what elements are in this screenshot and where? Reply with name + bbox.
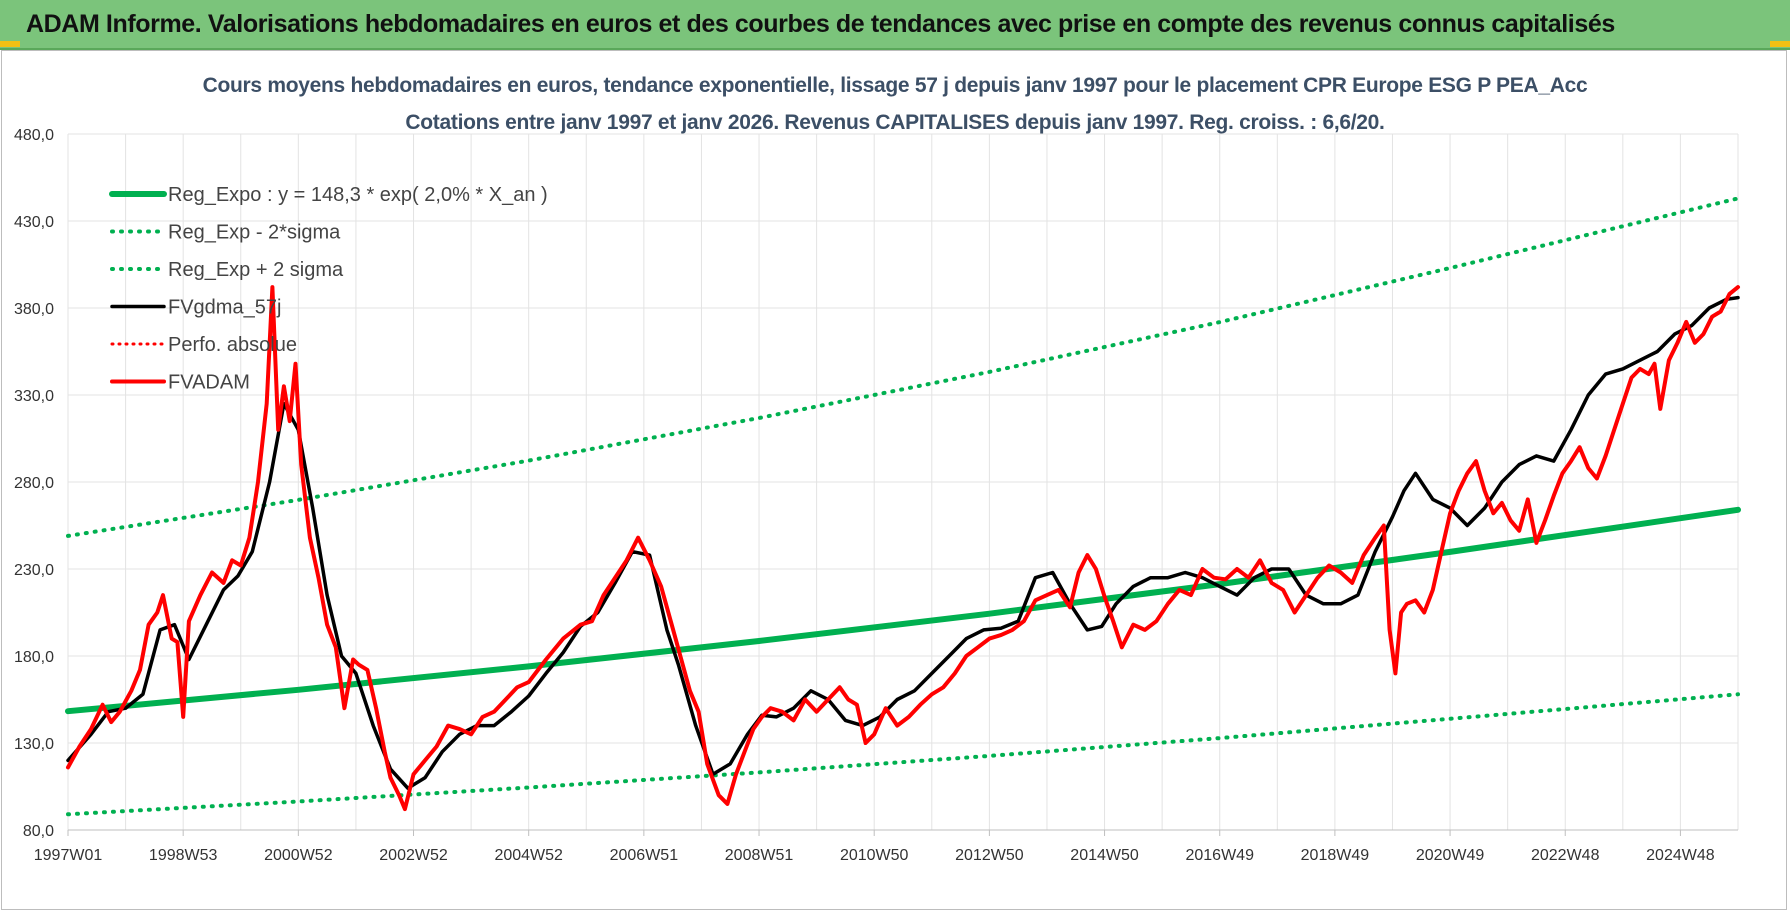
y-tick-label: 480,0 <box>14 127 54 144</box>
chart-subtitle: Cotations entre janv 1997 et janv 2026. … <box>405 111 1385 134</box>
y-tick-label: 80,0 <box>23 823 54 840</box>
y-tick-label: 280,0 <box>14 475 54 492</box>
x-tick-label: 2014W50 <box>1070 847 1139 864</box>
series-line-1 <box>66 692 1740 817</box>
page-title: ADAM Informe. Valorisations hebdomadaire… <box>26 10 1615 38</box>
x-tick-label: 2002W52 <box>379 847 448 864</box>
legend-label: Reg_Expo : y = 148,3 * exp( 2,0% * X_an … <box>168 184 548 206</box>
series-line-3 <box>66 295 1740 790</box>
x-tick-label: 2004W52 <box>494 847 563 864</box>
series-line-0 <box>65 506 1741 715</box>
chart-area <box>1 50 1787 910</box>
x-tick-label: 2016W49 <box>1185 847 1254 864</box>
corner-mark-top-right <box>1770 41 1790 47</box>
x-tick-label: 2008W51 <box>725 847 794 864</box>
corner-mark-top-left <box>0 41 20 47</box>
x-tick-label: 2020W49 <box>1416 847 1485 864</box>
x-tick-label: 2012W50 <box>955 847 1024 864</box>
legend-label: Reg_Exp - 2*sigma <box>168 222 341 244</box>
x-tick-label: 1998W53 <box>149 847 218 864</box>
x-tick-label: 2006W51 <box>610 847 679 864</box>
y-tick-label: 330,0 <box>14 388 54 405</box>
y-tick-label: 430,0 <box>14 214 54 231</box>
legend-label: Perfo. absolue <box>168 334 297 356</box>
series-line-2 <box>66 196 1740 538</box>
x-tick-label: 2010W50 <box>840 847 909 864</box>
y-tick-label: 230,0 <box>14 562 54 579</box>
x-tick-label: 2018W49 <box>1301 847 1370 864</box>
x-tick-label: 2024W48 <box>1646 847 1715 864</box>
legend-label: FVADAM <box>168 372 250 394</box>
x-tick-label: 2022W48 <box>1531 847 1600 864</box>
series-line-5 <box>66 285 1740 812</box>
x-tick-label: 2000W52 <box>264 847 333 864</box>
legend-label: FVgdma_57j <box>168 297 281 319</box>
legend-label: Reg_Exp + 2 sigma <box>168 259 344 281</box>
x-tick-label: 1997W01 <box>34 847 103 864</box>
chart-title: Cours moyens hebdomadaires en euros, ten… <box>202 74 1588 97</box>
y-tick-label: 180,0 <box>14 649 54 666</box>
header-banner: ADAM Informe. Valorisations hebdomadaire… <box>0 0 1790 50</box>
y-tick-label: 130,0 <box>14 736 54 753</box>
y-tick-label: 380,0 <box>14 301 54 318</box>
